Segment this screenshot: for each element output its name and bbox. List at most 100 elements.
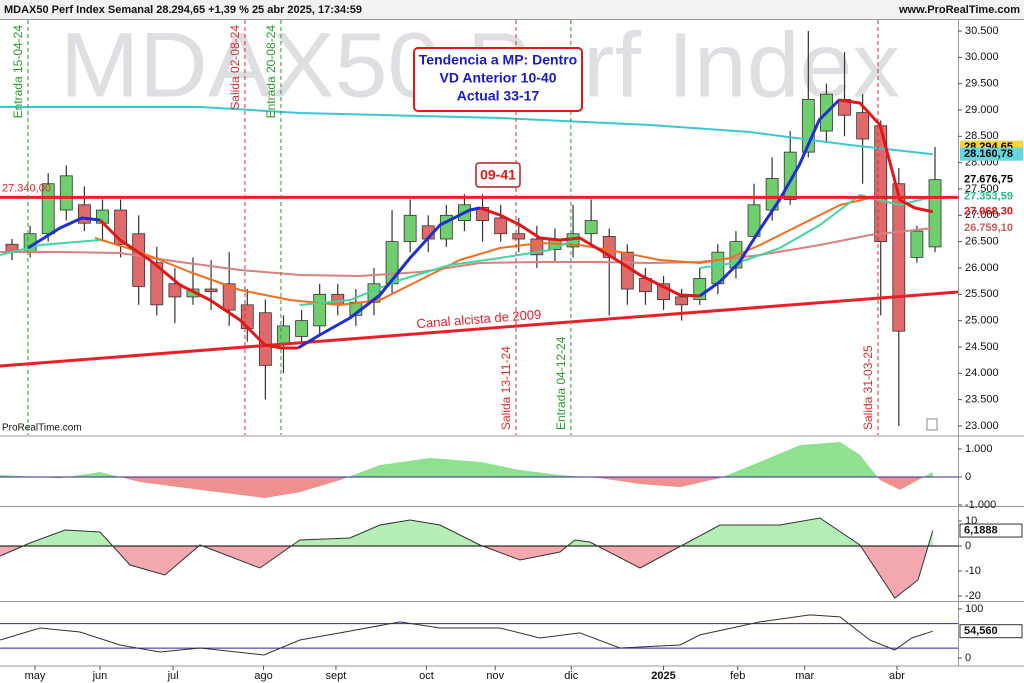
candle-body	[168, 283, 182, 298]
candle-body	[856, 112, 870, 140]
price-tag-label: 6,1888	[964, 524, 998, 536]
candle-body	[403, 214, 417, 243]
price-tag-label: 27.676,75	[964, 174, 1013, 186]
y-tick-label: -1.000	[965, 499, 996, 511]
y-tick-label: 0	[965, 652, 971, 664]
price-tag-label: 27.068,30	[964, 206, 1013, 218]
signal-label-box	[475, 162, 521, 188]
y-tick-label: 1.000	[965, 443, 993, 455]
y-tick-label: 23.500	[965, 394, 999, 406]
annotations: Tendencia a MP: Dentro VD Anterior 10-40…	[413, 47, 583, 188]
y-tick-label: 29.000	[965, 104, 999, 116]
event-label: Entrada 04-12-24	[554, 336, 568, 430]
signal-box	[413, 47, 583, 112]
y-tick-label: 25.000	[965, 315, 999, 327]
value-tag	[959, 624, 1023, 639]
x-tick-label: nov	[486, 670, 504, 682]
oscillator-line	[0, 614, 933, 656]
y-tick-label: 25.500	[965, 288, 999, 300]
event-label: Salida 02-08-24	[228, 25, 242, 110]
x-tick-label: abr	[889, 670, 905, 682]
y-tick-label: 30.000	[965, 51, 999, 63]
moving-average	[297, 206, 481, 350]
moving-average	[299, 239, 576, 306]
y-tick-label: 100	[965, 603, 983, 615]
level-label: 27.340,00	[2, 182, 51, 194]
y-tick-label: 24.000	[965, 367, 999, 379]
moving-average	[479, 206, 700, 298]
area-negative	[38, 477, 924, 498]
signal-label: 09-41	[480, 167, 516, 183]
candle-body	[494, 217, 508, 235]
y-tick-label: 26.500	[965, 236, 999, 248]
y-tick-label: 27.000	[965, 209, 999, 221]
price-tag-label: 28.160,78	[964, 148, 1013, 160]
candle-body	[313, 293, 327, 327]
price-tag	[960, 147, 1023, 161]
event-label: Entrada 20-08-24	[264, 25, 278, 119]
source: www.ProRealTime.com	[898, 4, 1020, 16]
y-tick-label: -20	[965, 590, 981, 602]
y-tick-label: 24.500	[965, 341, 999, 353]
x-tick-label: jun	[92, 670, 108, 682]
price-tag-label: 27.353,59	[964, 191, 1013, 203]
event-label: Salida 31-03-25	[861, 345, 875, 430]
y-tick-label: 23.000	[965, 420, 999, 432]
price-tag-label: 54,560	[964, 625, 998, 637]
y-tick-label: 30.500	[965, 25, 999, 37]
candle-body	[59, 175, 73, 211]
moving-average	[27, 216, 101, 250]
header-bar	[0, 0, 1024, 19]
candle-body	[512, 233, 526, 240]
signal-text: VD Anterior 10-40	[440, 70, 557, 86]
moving-average	[94, 197, 901, 306]
info-icon	[926, 418, 938, 431]
candle-body	[675, 296, 689, 306]
y-tick-label: -10	[965, 565, 981, 577]
area-positive	[0, 442, 933, 478]
y-tick-label: 29.500	[965, 78, 999, 90]
oscillator-line	[0, 517, 934, 599]
moving-average	[0, 239, 101, 256]
x-tick-label: 2025	[651, 670, 675, 682]
candle-body	[132, 233, 146, 287]
x-tick-label: jul	[167, 670, 179, 682]
x-tick-label: oct	[419, 670, 434, 682]
credit: ProRealTime.com	[2, 423, 82, 434]
x-tick-label: mar	[795, 670, 814, 682]
moving-average	[698, 98, 841, 298]
signal-text: Tendencia a MP: Dentro	[419, 52, 577, 68]
candle-body	[204, 288, 218, 293]
y-tick-label: 26.000	[965, 262, 999, 274]
candle-body	[892, 183, 906, 332]
candle-body	[910, 230, 924, 258]
chart-title: MDAX50 Perf Index Semanal 28.294,65 +1,3…	[4, 4, 362, 16]
x-tick-label: ago	[254, 670, 272, 682]
x-tick-label: may	[25, 670, 46, 682]
value-tag	[959, 523, 1023, 538]
area-positive	[0, 518, 933, 546]
x-tick-label: feb	[730, 670, 745, 682]
event-label: Entrada 15-04-24	[11, 25, 25, 119]
candle-body	[295, 320, 308, 337]
y-tick-label: 0	[965, 471, 971, 483]
moving-average	[98, 218, 298, 350]
candle-body	[584, 220, 598, 235]
price-tag-label: 26.759,10	[964, 222, 1013, 234]
event-label: Salida 13-11-24	[499, 346, 513, 430]
candle-body	[331, 293, 345, 306]
candle-body	[385, 241, 399, 285]
trend-line	[0, 290, 958, 368]
signal-text: Actual 33-17	[457, 88, 540, 104]
y-tick-label: 0	[965, 540, 971, 552]
candle-body	[277, 325, 290, 345]
x-tick-label: sept	[326, 670, 347, 682]
moving-average	[838, 98, 934, 214]
y-tick-label: 28.500	[965, 130, 999, 142]
candle-body	[222, 283, 236, 311]
candle-body	[928, 179, 942, 248]
moving-average	[0, 106, 933, 156]
candle-body	[150, 262, 164, 306]
